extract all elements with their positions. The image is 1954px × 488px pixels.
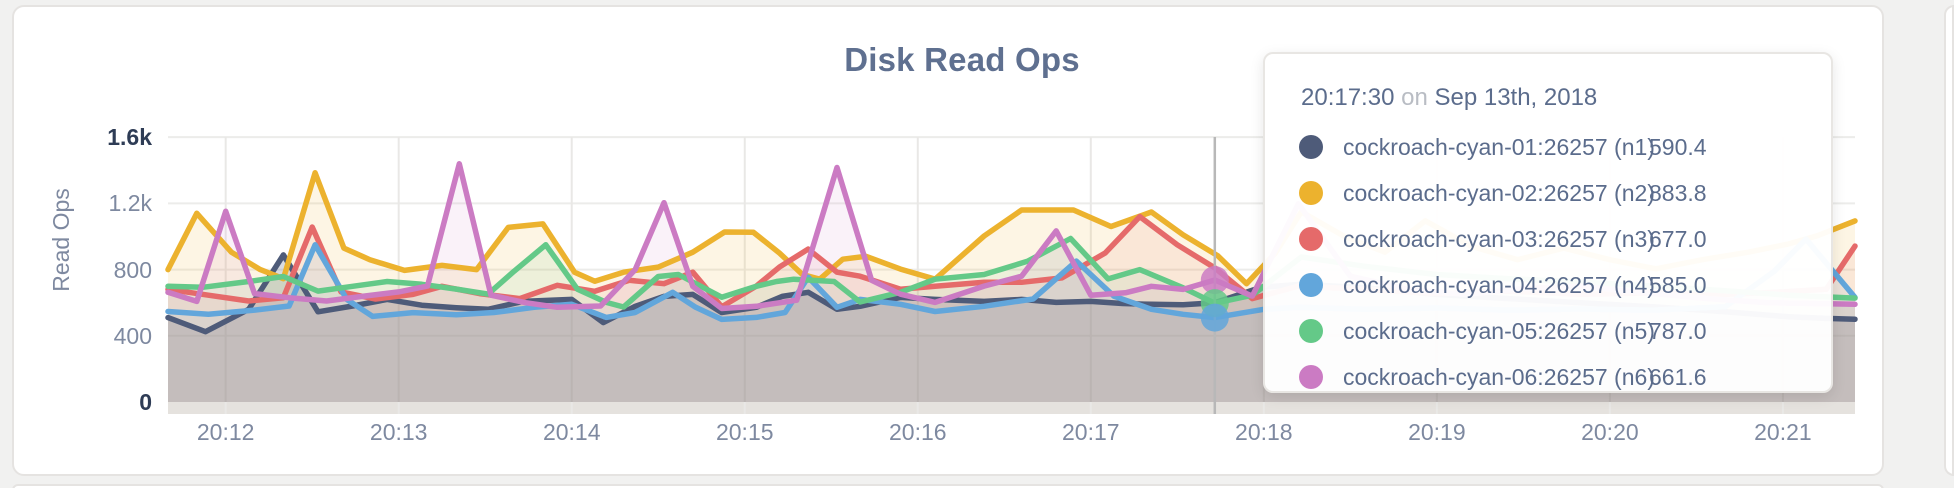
series-color-dot-icon [1299, 135, 1323, 159]
tooltip-series-value: 590.4 [1649, 133, 1707, 160]
series-color-dot-icon [1299, 319, 1323, 343]
tooltip-on-word: on [1401, 84, 1428, 111]
chart-title: Disk Read Ops [844, 41, 1080, 78]
x-tick-label: 20:12 [196, 419, 255, 445]
x-tick-label: 20:20 [1581, 419, 1639, 445]
tooltip-series-value: 585.0 [1649, 271, 1707, 298]
tooltip-series-value: 677.0 [1649, 225, 1707, 252]
tooltip-series-value: 787.0 [1649, 317, 1707, 344]
x-tick-label: 20:21 [1754, 419, 1812, 445]
series-color-dot-icon [1299, 365, 1323, 389]
y-tick-label: 400 [113, 322, 152, 349]
hover-dot [1200, 266, 1229, 295]
x-tick-label: 20:14 [542, 419, 601, 445]
tooltip-time: 20:17:30 [1301, 84, 1395, 111]
tooltip-row: cockroach-cyan-04:26257 (n4) 585.0 [1299, 262, 1811, 308]
x-tick-label: 20:19 [1408, 419, 1466, 445]
tooltip-row: cockroach-cyan-06:26257 (n6) 661.6 [1299, 354, 1811, 400]
tooltip-series-value: 661.6 [1649, 363, 1707, 390]
x-axis-band [168, 402, 1855, 414]
y-tick-label: 0 [139, 389, 152, 415]
tooltip-series-label: cockroach-cyan-02:26257 (n2) [1343, 179, 1655, 206]
y-tick-label: 800 [113, 256, 152, 283]
y-tick-label: 1.6k [107, 124, 152, 151]
x-tick-label: 20:13 [369, 419, 428, 445]
x-tick-label: 20:16 [888, 419, 947, 445]
x-tick-label: 20:15 [715, 419, 774, 445]
tooltip-series-label: cockroach-cyan-06:26257 (n6) [1343, 363, 1655, 390]
tooltip-series-label: cockroach-cyan-01:26257 (n1) [1343, 133, 1655, 160]
x-tick-label: 20:17 [1062, 419, 1120, 445]
tooltip-row: cockroach-cyan-05:26257 (n5) 787.0 [1299, 308, 1811, 354]
series-color-dot-icon [1299, 273, 1323, 297]
series-color-dot-icon [1299, 181, 1323, 205]
hover-tooltip: 20:17:30 on Sep 13th, 2018 cockroach-cya… [1263, 52, 1833, 393]
x-tick-label: 20:18 [1235, 419, 1293, 445]
tooltip-series-label: cockroach-cyan-03:26257 (n3) [1343, 225, 1655, 252]
tooltip-rows: cockroach-cyan-01:26257 (n1) 590.4 cockroa… [1299, 124, 1811, 400]
tooltip-series-value: 883.8 [1649, 179, 1707, 206]
tooltip-row: cockroach-cyan-02:26257 (n2) 883.8 [1299, 170, 1811, 216]
tooltip-row: cockroach-cyan-03:26257 (n3) 677.0 [1299, 216, 1811, 262]
y-tick-label: 1.2k [108, 190, 152, 217]
tooltip-series-label: cockroach-cyan-05:26257 (n5) [1343, 317, 1655, 344]
next-panel-edge-right [1944, 5, 1954, 476]
tooltip-date: Sep 13th, 2018 [1434, 84, 1598, 111]
tooltip-series-label: cockroach-cyan-04:26257 (n4) [1343, 271, 1655, 298]
tooltip-row: cockroach-cyan-01:26257 (n1) 590.4 [1299, 124, 1811, 170]
tooltip-header: 20:17:30 on Sep 13th, 2018 [1301, 84, 1811, 112]
hover-dot [1200, 303, 1229, 332]
series-color-dot-icon [1299, 227, 1323, 251]
next-panel-edge-bottom [12, 484, 1884, 488]
